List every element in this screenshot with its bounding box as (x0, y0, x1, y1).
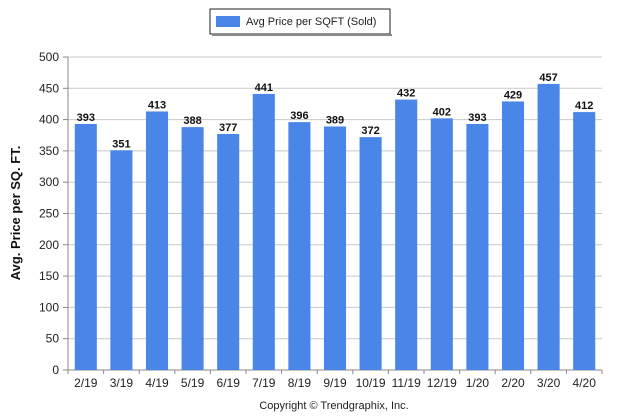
bar-value-label: 402 (433, 106, 451, 118)
bar-value-label: 393 (468, 112, 486, 124)
legend-swatch (216, 16, 240, 27)
legend-box-shadow (212, 34, 392, 36)
y-tick-labels: 0 50 100 150 200 250 300 350 400 450 500 (39, 50, 59, 377)
x-tick-label: 3/20 (537, 376, 561, 390)
bar (395, 99, 418, 371)
x-tick-label: 3/19 (110, 376, 134, 390)
x-tick-label: 4/20 (573, 376, 597, 390)
legend: Avg Price per SQFT (Sold) (209, 8, 392, 36)
bar (359, 137, 382, 370)
bar-value-label: 388 (183, 115, 201, 127)
y-tick-label: 100 (39, 300, 59, 314)
x-tick-label: 4/19 (145, 376, 169, 390)
bar (430, 118, 453, 371)
y-tick-label: 0 (52, 363, 59, 377)
x-tick-label: 11/19 (392, 376, 421, 390)
bar (323, 126, 347, 371)
bar (252, 93, 275, 371)
bar (110, 150, 133, 370)
y-tick-label: 450 (39, 81, 59, 95)
x-tick-label: 8/19 (288, 376, 312, 390)
bar-value-label: 351 (112, 138, 130, 150)
bar (145, 111, 169, 370)
x-tick-labels: 2/19 3/19 4/19 5/19 6/19 7/19 8/19 9/19 10/19 11/… (74, 376, 596, 390)
bar (573, 112, 596, 370)
legend-label: Avg Price per SQFT (Sold) (246, 16, 376, 28)
y-tick-label: 50 (46, 332, 60, 346)
x-tick-label: 12/19 (427, 376, 457, 390)
x-tick-label: 1/20 (466, 376, 490, 390)
y-tick-label: 150 (39, 269, 59, 283)
bar-value-label: 441 (255, 82, 273, 94)
bar (501, 101, 525, 371)
x-tick-label: 10/19 (356, 376, 386, 390)
bar-value-label: 389 (326, 114, 344, 126)
bar (288, 122, 311, 370)
data-labels: 393 351 413 388 377 441 396 389 372 432 402 393 429 4… (77, 72, 594, 150)
y-tick-label: 400 (39, 113, 59, 127)
x-tick-label: 9/19 (323, 376, 347, 390)
y-tick-label: 250 (39, 207, 59, 221)
bar-value-label: 377 (219, 122, 237, 134)
bar-value-label: 372 (361, 125, 379, 137)
x-tick-label: 5/19 (181, 376, 205, 390)
y-tick-label: 200 (39, 238, 59, 252)
x-tick-label: 2/20 (501, 376, 525, 390)
bar-value-label: 429 (504, 89, 522, 101)
y-tick-label: 350 (39, 144, 59, 158)
x-tick-label: 2/19 (74, 376, 98, 390)
bar-value-label: 413 (148, 99, 166, 111)
bar-value-label: 457 (539, 72, 557, 84)
bar (537, 83, 560, 370)
y-axis-title: Avg. Price per SQ. FT. (8, 146, 23, 281)
x-tick-label: 7/19 (252, 376, 276, 390)
bar-value-label: 396 (290, 110, 308, 122)
bar (181, 127, 204, 370)
bar-value-label: 393 (77, 112, 95, 124)
bar (466, 123, 489, 371)
y-tick-label: 300 (39, 175, 59, 189)
y-tick-label: 500 (39, 50, 59, 64)
bars (74, 83, 596, 371)
x-tick-label: 6/19 (217, 376, 241, 390)
bar (74, 123, 97, 371)
bar-value-label: 412 (575, 100, 593, 112)
bar-value-label: 432 (397, 88, 415, 100)
copyright-text: Copyright © Trendgraphix, Inc. (259, 400, 408, 412)
bar (217, 133, 240, 370)
